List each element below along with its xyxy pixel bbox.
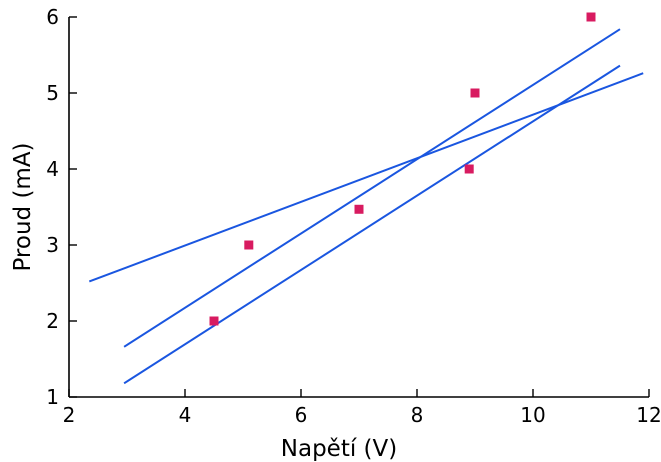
fit-line: [123, 64, 621, 385]
axes: [68, 17, 649, 398]
data-point: [464, 164, 474, 174]
y-tick-label: 1: [46, 385, 59, 409]
y-tick-label: 4: [46, 157, 59, 181]
x-tick-label: 10: [520, 403, 545, 427]
y-ticks: 1 2 3 4 5 6: [46, 5, 77, 409]
x-tick-label: 4: [179, 403, 192, 427]
data-point: [470, 88, 480, 98]
fit-line: [123, 28, 621, 348]
data-point: [244, 240, 254, 250]
data-point: [354, 204, 364, 214]
data-point: [586, 12, 596, 22]
y-axis-title: Proud (mA): [10, 142, 36, 271]
fit-lines: [88, 28, 644, 385]
x-tick-label: 8: [411, 403, 424, 427]
x-tick-label: 2: [63, 403, 76, 427]
x-ticks: 2 4 6 8 10 12: [63, 389, 661, 427]
fit-line: [88, 72, 644, 283]
x-tick-label: 12: [636, 403, 661, 427]
data-point: [209, 316, 219, 326]
y-tick-label: 5: [46, 81, 59, 105]
data-points: [209, 12, 596, 326]
y-tick-label: 3: [46, 233, 59, 257]
y-tick-label: 6: [46, 5, 59, 29]
y-tick-label: 2: [46, 309, 59, 333]
x-tick-label: 6: [295, 403, 308, 427]
x-axis-title: Napětí (V): [281, 436, 397, 462]
